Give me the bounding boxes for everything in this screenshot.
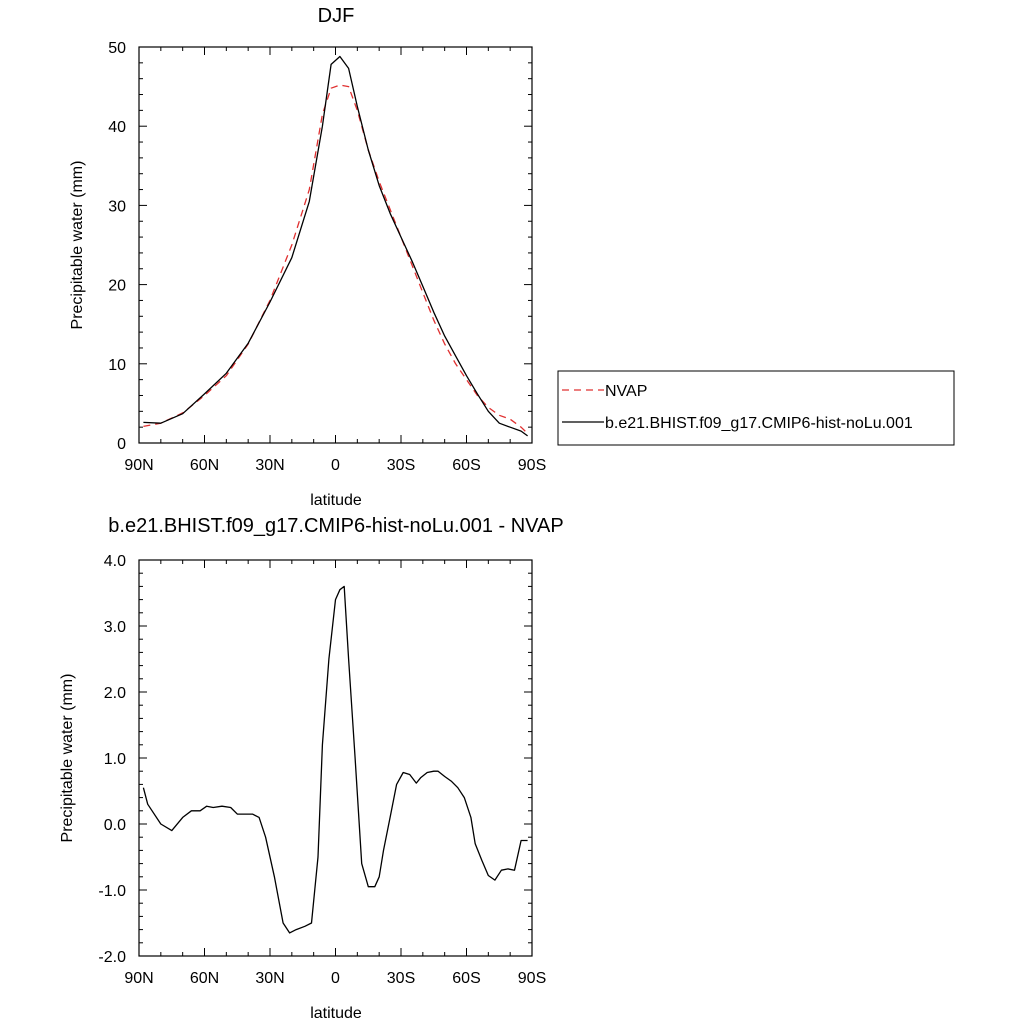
y-tick-label: 2.0 [104,685,126,702]
x-tick-label: 30S [387,970,415,987]
series-group [142,585,528,934]
legend-entry-model: b.e21.BHIST.f09_g17.CMIP6-hist-noLu.001 [605,415,913,432]
y-tick-label: 4.0 [104,553,126,570]
x-tick-label: 90N [124,970,153,987]
chart-title: DJF [318,5,355,27]
x-tick-label: 0 [331,457,340,474]
y-tick-label: 20 [108,278,126,295]
x-tick-label: 60S [452,970,480,987]
x-tick-label: 60S [452,457,480,474]
y-tick-label: -1.0 [98,883,126,900]
x-tick-label: 60N [190,970,219,987]
y-axis-label: Precipitable water (mm) [59,674,76,843]
y-tick-label: 10 [108,357,126,374]
plot-frame [138,559,533,957]
series-line-model [143,55,528,437]
y-tick-label: 30 [108,198,126,215]
legend-entry-nvap: NVAP [605,383,647,400]
chart-title: b.e21.BHIST.f09_g17.CMIP6-hist-noLu.001 … [108,515,563,537]
y-tick-label: 0 [117,436,126,453]
x-tick-label: 90S [518,457,546,474]
tick-group: 90N 60N 30N 0 30S 60S 90S 0 10 20 30 40 50 [108,40,546,474]
x-tick-label: 0 [331,970,340,987]
x-tick-label: 90S [518,970,546,987]
panel-djf: DJF 90N 60N 30N 0 30S 60S 90S 0 10 20 30 40 50 latit… [69,5,546,509]
y-tick-label: 1.0 [104,751,126,768]
x-tick-label: 30N [255,970,284,987]
y-tick-label: 40 [108,119,126,136]
y-tick-label: 0.0 [104,817,126,834]
x-tick-label: 30N [255,457,284,474]
series-line-model [142,585,528,934]
x-tick-label: 90N [124,457,153,474]
y-tick-label: 3.0 [104,619,126,636]
y-axis-label: Precipitable water (mm) [69,161,86,330]
x-axis-label: latitude [310,1005,362,1022]
legend: NVAP b.e21.BHIST.f09_g17.CMIP6-hist-noLu… [557,370,955,446]
x-tick-label: 60N [190,457,219,474]
x-tick-label: 30S [387,457,415,474]
legend-box [557,370,955,446]
series-group [143,55,529,437]
panel-difference: b.e21.BHIST.f09_g17.CMIP6-hist-noLu.001 … [59,515,564,1022]
plot-frame [138,46,533,444]
y-tick-label: -2.0 [98,949,126,966]
tick-group: 90N 60N 30N 0 30S 60S 90S -2.0 -1.0 0.0 1.0 2.0 3.0 4… [98,553,546,987]
x-axis-label: latitude [310,492,362,509]
y-tick-label: 50 [108,40,126,57]
